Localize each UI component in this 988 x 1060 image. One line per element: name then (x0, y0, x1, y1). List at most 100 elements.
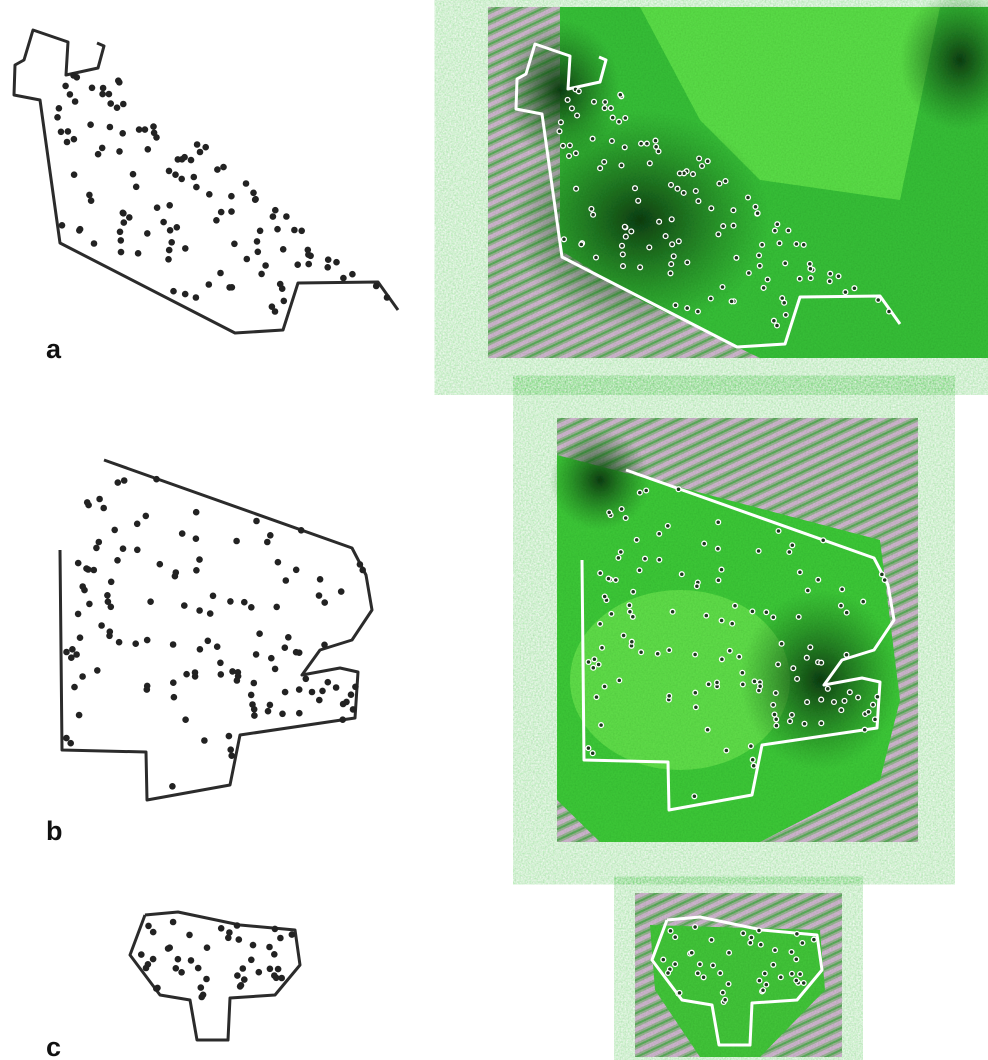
sample-point-overlay (796, 615, 801, 620)
sample-point-overlay (794, 978, 799, 983)
sample-point (238, 982, 245, 989)
sample-point (126, 214, 133, 221)
panel-label: a (46, 334, 62, 364)
sample-point (135, 250, 142, 257)
sample-point-overlay (866, 710, 871, 715)
sample-point (76, 712, 83, 719)
sample-point-overlay (844, 610, 849, 615)
sample-point-overlay (685, 260, 690, 265)
sample-point (182, 291, 189, 298)
sample-point-overlay (862, 727, 867, 732)
sample-point-overlay (670, 609, 675, 614)
sample-point (114, 557, 121, 564)
sample-point-overlay (825, 686, 830, 691)
sample-point (273, 604, 280, 611)
sample-point (186, 932, 193, 939)
sample-point (178, 969, 185, 976)
sample-point-overlay (590, 751, 595, 756)
sample-point-overlay (733, 603, 738, 608)
sample-point (166, 944, 173, 951)
sample-point-overlay (740, 670, 745, 675)
sample-point (71, 171, 78, 178)
sample-point (175, 956, 182, 963)
sample-point (56, 105, 63, 112)
sample-point (106, 91, 113, 98)
sample-point-overlay (719, 618, 724, 623)
sample-point (359, 567, 366, 574)
sample-point-overlay (749, 935, 754, 940)
sample-point-overlay (774, 723, 779, 728)
sample-point (121, 219, 128, 226)
sample-point-overlay (876, 298, 881, 303)
sample-point-overlay (576, 89, 581, 94)
sample-point (147, 598, 154, 605)
sample-point-overlay (574, 186, 579, 191)
sample-point-overlay (748, 940, 753, 945)
sample-point (130, 171, 137, 178)
sample-point-overlay (667, 648, 672, 653)
sample-point-overlay (559, 120, 564, 125)
sample-point (191, 174, 198, 181)
sample-point (272, 926, 279, 933)
sample-point-overlay (746, 271, 751, 276)
sample-point-overlay (692, 794, 697, 799)
sample-point (241, 599, 248, 606)
sample-point-overlay (827, 279, 832, 284)
sample-point (63, 735, 70, 742)
sample-point-overlay (616, 556, 621, 561)
sample-point-overlay (639, 650, 644, 655)
sample-point-overlay (839, 708, 844, 713)
figure: a b c (0, 0, 988, 1060)
sample-point (272, 308, 279, 315)
sample-point (197, 149, 204, 156)
sample-point (91, 567, 98, 574)
sample-point-overlay (794, 957, 799, 962)
sample-point (218, 209, 225, 216)
sample-point (204, 944, 211, 951)
sample-point (281, 298, 288, 305)
sample-point-overlay (727, 950, 732, 955)
sample-point-overlay (670, 242, 675, 247)
sample-point-overlay (575, 113, 580, 118)
sample-point (166, 247, 173, 254)
sample-point (231, 241, 238, 248)
sample-point-overlay (721, 224, 726, 229)
panel-label: c (46, 1032, 61, 1060)
sample-point (74, 74, 81, 81)
sample-point (65, 128, 72, 135)
sample-point (234, 922, 241, 929)
sample-point-overlay (562, 237, 567, 242)
sample-point (243, 180, 250, 187)
sample-point-overlay (634, 538, 639, 543)
sample-point-overlay (789, 950, 794, 955)
sample-point-overlay (790, 971, 795, 976)
sample-point-overlay (871, 702, 876, 707)
sample-point-overlay (669, 262, 674, 267)
sample-point (136, 126, 143, 133)
sample-point (274, 226, 281, 233)
sample-point (293, 567, 300, 574)
sample-point (249, 701, 256, 708)
sample-point-overlay (720, 990, 725, 995)
sample-point (217, 270, 224, 277)
sample-point-overlay (724, 748, 729, 753)
sample-point (206, 191, 213, 198)
sample-point (233, 538, 240, 545)
sample-point (280, 246, 287, 253)
sample-point-overlay (643, 556, 648, 561)
sample-point-overlay (675, 186, 680, 191)
sample-point (296, 649, 303, 656)
sample-point-overlay (788, 719, 793, 724)
sample-point-overlay (840, 587, 845, 592)
sample-point-overlay (673, 935, 678, 940)
sample-point (250, 190, 257, 197)
sample-point-overlay (645, 141, 650, 146)
sample-point-overlay (716, 578, 721, 583)
sample-point-overlay (596, 662, 601, 667)
sample-point (254, 249, 261, 256)
sample-point (271, 951, 278, 958)
sample-point (111, 527, 118, 534)
sample-point-overlay (764, 982, 769, 987)
sample-point-overlay (723, 997, 728, 1002)
sample-point-overlay (697, 156, 702, 161)
